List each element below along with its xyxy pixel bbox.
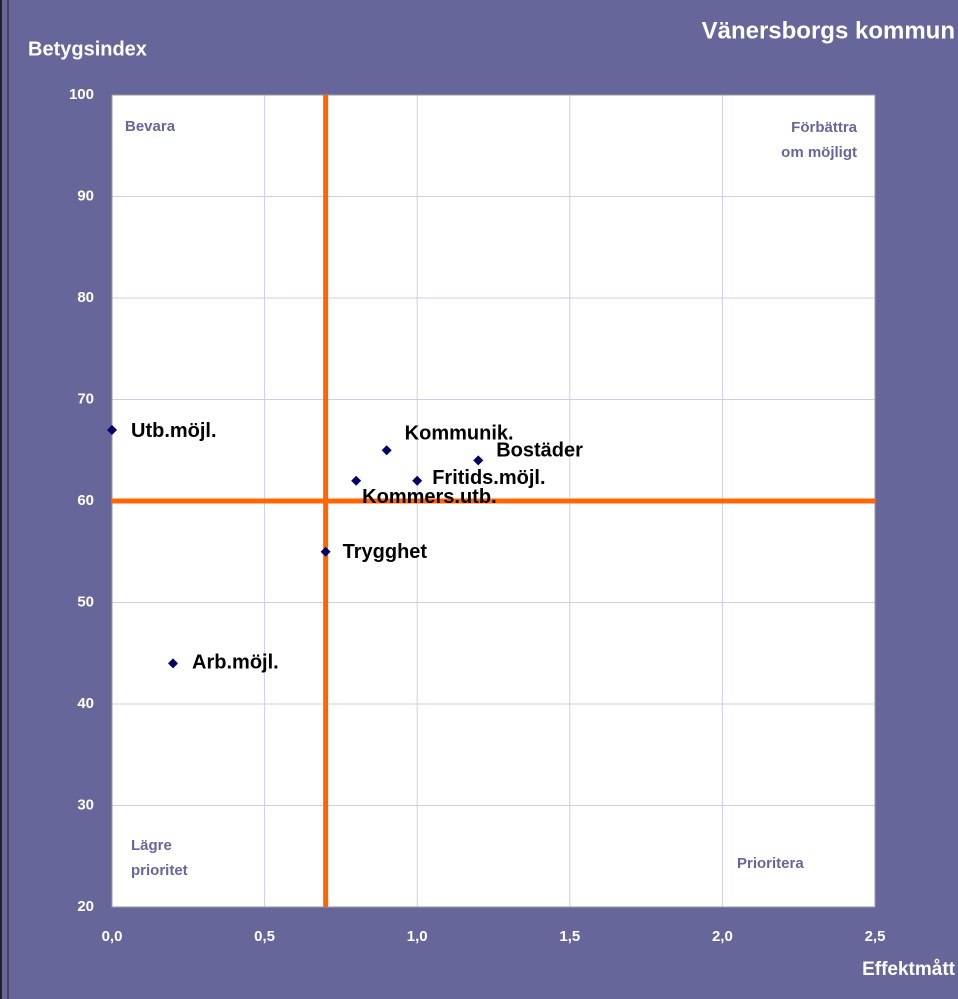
y-tick-label: 100: [69, 86, 94, 103]
quadrant-label: prioritet: [131, 862, 188, 879]
y-tick-label: 30: [77, 796, 94, 813]
x-tick-label: 2,0: [712, 928, 733, 945]
x-tick-label: 1,0: [407, 928, 428, 945]
point-label: Kommers.utb.: [362, 486, 496, 508]
quadrant-label: Bevara: [125, 118, 176, 135]
x-tick-label: 2,5: [865, 928, 886, 945]
quadrant-label: Lägre: [131, 837, 172, 854]
point-label: Bostäder: [496, 440, 583, 462]
y-tick-label: 40: [77, 695, 94, 712]
y-tick-label: 20: [77, 898, 94, 915]
y-tick-label: 60: [77, 492, 94, 509]
quadrant-label: om möjligt: [781, 144, 857, 161]
chart-title: Vänersborgs kommun: [702, 17, 955, 44]
y-tick-label: 70: [77, 390, 94, 407]
quadrant-label: Förbättra: [791, 119, 857, 136]
point: [351, 475, 362, 486]
point: [107, 424, 117, 435]
x-tick-label: 0,5: [254, 928, 275, 945]
y-axis-label: Betygsindex: [28, 38, 147, 60]
y-tick-label: 80: [77, 289, 94, 306]
point-label: Kommunik.: [405, 423, 514, 445]
point-label: Trygghet: [343, 541, 428, 563]
point-label: Arb.möjl.: [192, 652, 279, 674]
x-axis-label: Effektmått: [862, 959, 956, 980]
point-label: Fritids.möjl.: [432, 467, 545, 489]
point: [381, 445, 392, 456]
point: [168, 658, 179, 669]
point-label: Utb.möjl.: [131, 420, 217, 442]
point: [412, 475, 423, 486]
quadrant-label: Prioritera: [737, 855, 804, 872]
point: [473, 455, 484, 466]
point: [320, 546, 331, 557]
y-tick-label: 90: [77, 187, 94, 204]
y-tick-label: 50: [77, 593, 94, 610]
x-tick-label: 0,0: [102, 928, 123, 945]
x-tick-label: 1,5: [559, 928, 580, 945]
